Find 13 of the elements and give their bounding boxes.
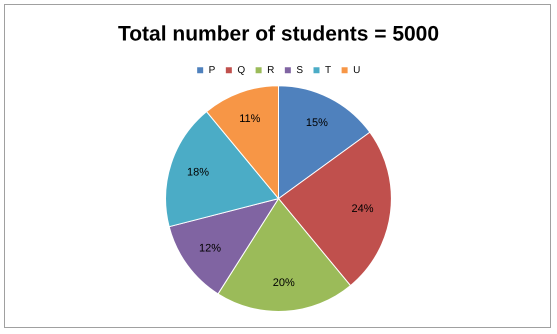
data-label: 12% — [198, 242, 222, 254]
data-label: 24% — [351, 203, 374, 216]
data-label: 20% — [272, 277, 296, 290]
legend-label: R — [267, 64, 274, 76]
legend-label: T — [325, 64, 332, 76]
data-label: 18% — [186, 166, 210, 178]
legend-label: Q — [237, 64, 246, 76]
legend-label: P — [208, 64, 216, 76]
data-label: 15% — [306, 117, 328, 130]
legend-label: U — [353, 64, 360, 76]
data-label: 11% — [239, 112, 261, 125]
chart-title: Total number of students = 5000 — [118, 22, 440, 46]
legend-label: S — [296, 64, 304, 76]
